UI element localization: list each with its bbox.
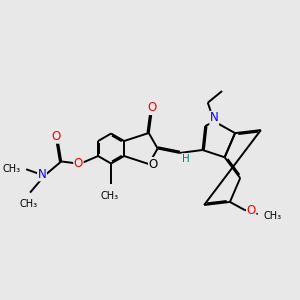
Text: CH₃: CH₃ bbox=[263, 211, 281, 220]
Text: H: H bbox=[182, 154, 190, 164]
Text: O: O bbox=[52, 130, 61, 143]
Text: O: O bbox=[74, 157, 83, 170]
Text: O: O bbox=[148, 158, 158, 170]
Text: N: N bbox=[210, 111, 219, 124]
Text: N: N bbox=[38, 168, 46, 181]
Text: O: O bbox=[147, 101, 156, 115]
Text: CH₃: CH₃ bbox=[3, 164, 21, 174]
Text: CH₃: CH₃ bbox=[100, 191, 119, 201]
Text: CH₃: CH₃ bbox=[20, 199, 38, 208]
Text: O: O bbox=[247, 204, 256, 217]
